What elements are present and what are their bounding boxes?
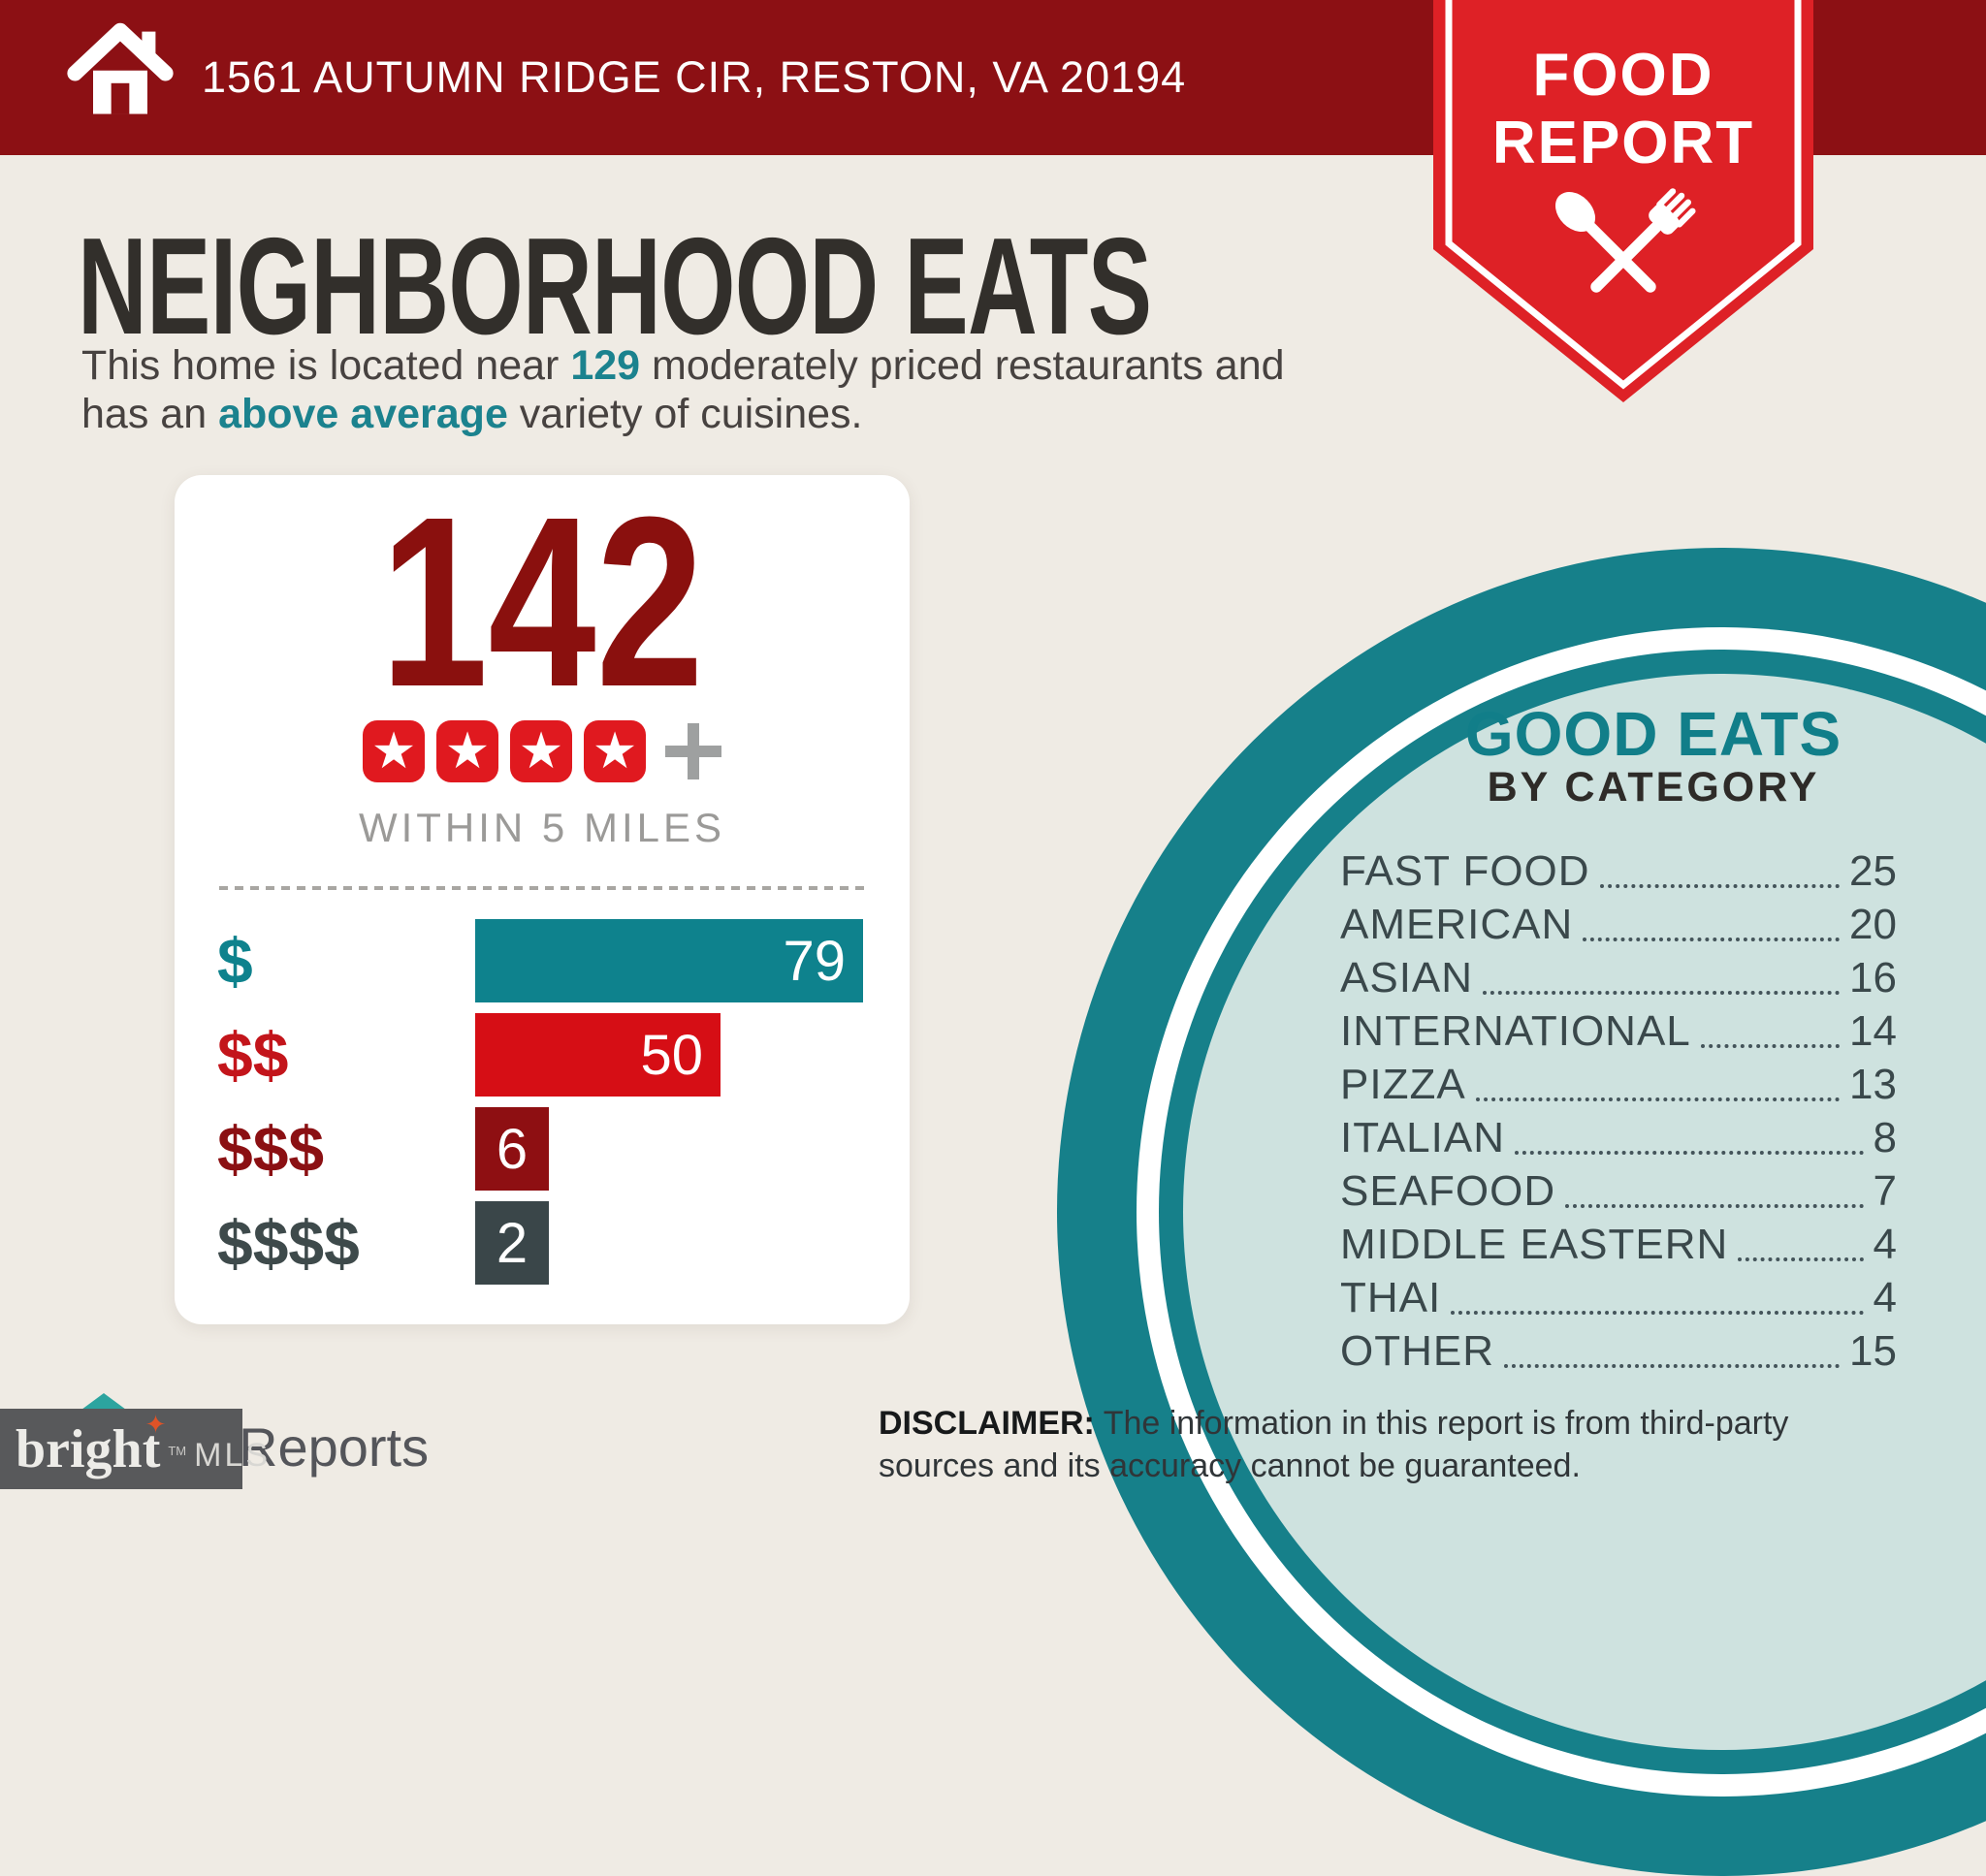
category-row: THAI 4 xyxy=(1340,1274,1897,1322)
page-title: NEIGHBORHOOD EATS xyxy=(78,209,1152,364)
brightmls-logo-box: bright ✦ TM MLS xyxy=(0,1409,268,1489)
price-bar-value: 79 xyxy=(783,929,846,993)
category-row: OTHER 15 xyxy=(1340,1327,1897,1376)
good-eats-subtitle: BY CATEGORY xyxy=(1487,764,1820,811)
dot-leader xyxy=(1475,1097,1841,1101)
price-bar-row: $$$ 6 xyxy=(217,1107,867,1191)
price-level-label: $$$$ xyxy=(217,1207,360,1279)
price-bar-value: 50 xyxy=(640,1023,703,1087)
intro-line2-pre: has an xyxy=(81,391,219,437)
badge-title-line1: FOOD xyxy=(1532,42,1714,109)
price-bar: 2 xyxy=(475,1201,549,1285)
category-label: ITALIAN xyxy=(1340,1114,1506,1161)
category-row: FAST FOOD 25 xyxy=(1340,847,1897,896)
property-address: 1561 AUTUMN RIDGE CIR, RESTON, VA 20194 xyxy=(202,52,1187,102)
category-list: FAST FOOD 25 AMERICAN 20 ASIAN 16 INTERNATIONA… xyxy=(1340,847,1897,1386)
category-label: ASIAN xyxy=(1340,954,1474,1002)
star-icon: ★ xyxy=(363,720,425,782)
dot-leader xyxy=(1515,1151,1864,1155)
price-bar-row: $79 xyxy=(217,919,867,1002)
star-icon: ★ xyxy=(510,720,572,782)
category-value: 4 xyxy=(1873,1274,1897,1321)
variety-highlight: above average xyxy=(218,391,508,437)
total-restaurant-count: 142 xyxy=(380,466,704,737)
price-bar-chart: $79 $$ 50 $$$ 6 $$$$ 2 xyxy=(217,919,867,1295)
dot-leader xyxy=(1504,1364,1841,1368)
intro-line2-post: variety of cuisines. xyxy=(507,391,863,437)
intro-line1-pre: This home is located near xyxy=(81,342,571,389)
price-bar-row: $$$$ 2 xyxy=(217,1201,867,1285)
dot-leader xyxy=(1738,1257,1864,1261)
dot-leader xyxy=(1483,991,1841,995)
dot-leader xyxy=(1599,884,1841,888)
disclaimer-label: DISCLAIMER: xyxy=(879,1405,1095,1442)
category-label: OTHER xyxy=(1340,1327,1494,1375)
category-value: 25 xyxy=(1849,847,1897,895)
category-value: 16 xyxy=(1849,954,1897,1002)
brand-mls-label: MLS xyxy=(194,1437,272,1474)
dashed-divider xyxy=(219,886,865,890)
category-value: 4 xyxy=(1873,1221,1897,1268)
category-label: THAI xyxy=(1340,1274,1442,1321)
price-bar-value: 2 xyxy=(496,1211,529,1275)
category-row: ITALIAN 8 xyxy=(1340,1114,1897,1162)
price-level-label: $ xyxy=(217,925,253,997)
category-value: 14 xyxy=(1849,1007,1897,1055)
category-row: MIDDLE EASTERN 4 xyxy=(1340,1221,1897,1269)
category-label: INTERNATIONAL xyxy=(1340,1007,1691,1055)
intro-line1-post: moderately priced restaurants and xyxy=(640,342,1285,389)
category-row: SEAFOOD 7 xyxy=(1340,1167,1897,1216)
category-label: FAST FOOD xyxy=(1340,847,1590,895)
dot-leader xyxy=(1700,1044,1841,1048)
price-bar: 6 xyxy=(475,1107,549,1191)
star-icon: ★ xyxy=(436,720,498,782)
dot-leader xyxy=(1451,1311,1864,1315)
category-value: 7 xyxy=(1873,1167,1897,1215)
category-label: PIZZA xyxy=(1340,1061,1466,1108)
category-row: ASIAN 16 xyxy=(1340,954,1897,1002)
ribbon-shape xyxy=(1433,0,1813,402)
price-level-label: $$ xyxy=(217,1019,289,1091)
spark-icon: ✦ xyxy=(144,1410,167,1440)
summary-card: 142 ★ ★ ★ ★ WITHIN 5 MILES $79 $$ 50 $$$ 6 $$$$ 2 xyxy=(175,475,910,1324)
category-value: 13 xyxy=(1849,1061,1897,1108)
price-bar: 79 xyxy=(475,919,863,1002)
category-value: 8 xyxy=(1873,1114,1897,1161)
within-distance-label: WITHIN 5 MILES xyxy=(358,805,726,850)
category-value: 15 xyxy=(1849,1327,1897,1375)
disclaimer-body: The information in this report is from t… xyxy=(879,1405,1789,1485)
category-row: AMERICAN 20 xyxy=(1340,901,1897,949)
spoon-fork-icon xyxy=(1555,188,1696,293)
plus-icon xyxy=(665,723,721,779)
home-icon xyxy=(67,22,174,114)
category-label: SEAFOOD xyxy=(1340,1167,1556,1215)
food-report-badge: FOOD REPORT xyxy=(1433,0,1813,405)
badge-title-line2: REPORT xyxy=(1491,110,1755,176)
price-bar: 50 xyxy=(475,1013,721,1097)
dot-leader xyxy=(1565,1204,1864,1208)
good-eats-title: GOOD EATS xyxy=(1464,699,1842,769)
reports-house-icon xyxy=(81,1393,126,1410)
dot-leader xyxy=(1583,938,1841,941)
category-label: MIDDLE EASTERN xyxy=(1340,1221,1729,1268)
category-row: PIZZA 13 xyxy=(1340,1061,1897,1109)
price-bar-row: $$ 50 xyxy=(217,1013,867,1097)
price-level-label: $$$ xyxy=(217,1113,325,1185)
category-value: 20 xyxy=(1849,901,1897,948)
star-rating: ★ ★ ★ ★ xyxy=(175,719,910,783)
trademark-symbol: TM xyxy=(168,1444,187,1458)
star-icon: ★ xyxy=(584,720,646,782)
brightmls-logo: bright ✦ xyxy=(16,1413,166,1479)
restaurant-count-highlight: 129 xyxy=(570,342,641,389)
disclaimer-text: DISCLAIMER: The information in this repo… xyxy=(879,1402,1906,1487)
price-bar-value: 6 xyxy=(496,1117,529,1181)
category-label: AMERICAN xyxy=(1340,901,1574,948)
reports-wordmark: Reports xyxy=(239,1416,430,1478)
brand-word: bright xyxy=(16,1418,161,1479)
intro-text: This home is located near 129 moderately… xyxy=(81,341,1371,438)
category-row: INTERNATIONAL 14 xyxy=(1340,1007,1897,1056)
